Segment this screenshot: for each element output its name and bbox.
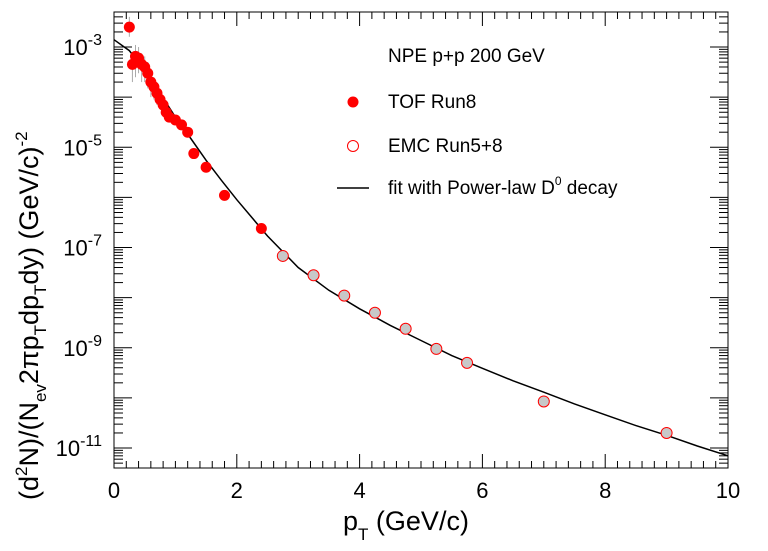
y-tick-label: 10-3 xyxy=(63,32,102,60)
y-axis-title: (d2N)/(Nev2πpTdpTdy) (GeV/c)-2 xyxy=(12,131,50,500)
tof-point xyxy=(182,126,194,138)
legend-label-tof: TOF Run8 xyxy=(388,92,476,113)
series-tof xyxy=(123,16,267,234)
y-tick-label: 10-9 xyxy=(63,333,102,361)
x-tick-label: 10 xyxy=(716,478,740,503)
x-tick-label: 6 xyxy=(476,478,488,503)
y-tick-label: 10-5 xyxy=(63,132,102,160)
emc-point xyxy=(660,426,673,439)
legend: NPE p+p 200 GeV TOF Run8 EMC Run5+8 fit … xyxy=(337,46,618,199)
x-tick-label: 8 xyxy=(599,478,611,503)
legend-label-fit: fit with Power-law D0 decay xyxy=(388,174,618,199)
emc-point xyxy=(307,269,320,282)
series-emc xyxy=(276,249,673,439)
y-tick-label: 10-7 xyxy=(63,233,102,261)
tof-point xyxy=(219,189,231,201)
x-tick-label: 2 xyxy=(231,478,243,503)
emc-point xyxy=(399,322,412,335)
x-axis-title: pT (GeV/c) xyxy=(343,506,469,544)
tof-point xyxy=(176,119,188,131)
tof-point xyxy=(255,222,267,234)
emc-point xyxy=(461,356,474,369)
y-axis-ticks: 10-3 10-5 10-7 10-9 10-11 xyxy=(56,11,728,469)
emc-point xyxy=(276,249,289,262)
emc-point xyxy=(537,395,550,408)
tof-point xyxy=(123,21,135,33)
x-axis-ticks: 0 2 4 6 8 10 xyxy=(108,12,740,503)
y-tick-label: 10-11 xyxy=(56,433,103,461)
legend-marker-tof xyxy=(347,96,359,108)
tof-point xyxy=(200,161,212,173)
tof-point xyxy=(188,148,200,160)
emc-point xyxy=(430,342,443,355)
emc-point xyxy=(368,306,381,319)
emc-point xyxy=(338,289,351,302)
legend-label-emc: EMC Run5+8 xyxy=(388,136,503,157)
legend-header: NPE p+p 200 GeV xyxy=(388,46,545,67)
x-tick-label: 4 xyxy=(353,478,365,503)
legend-marker-emc xyxy=(347,140,359,152)
x-tick-label: 0 xyxy=(108,478,120,503)
tof-point xyxy=(142,67,154,79)
